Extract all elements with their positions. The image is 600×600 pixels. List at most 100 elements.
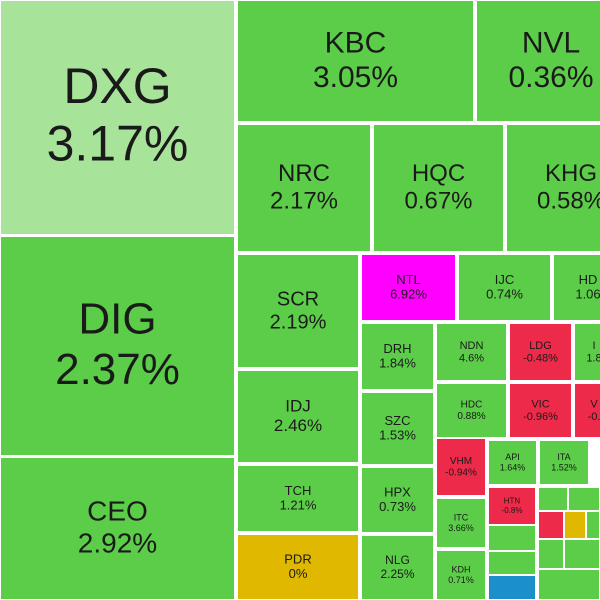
tile-name: SCR <box>277 288 319 310</box>
tile <box>435 322 508 382</box>
tile-name: V <box>590 398 598 410</box>
tile-name: HTN <box>504 497 521 506</box>
tile-change: 2.17% <box>270 188 338 215</box>
tile <box>360 391 435 466</box>
tile <box>0 235 236 457</box>
tile-change: 2.92% <box>78 528 157 559</box>
tile-change: 0.74% <box>486 287 523 302</box>
tile-change: 2.19% <box>270 311 327 333</box>
tile-change: 2.46% <box>274 416 322 435</box>
tile <box>0 0 236 236</box>
tile-change: 0.58% <box>537 188 600 215</box>
tile-name: SZC <box>385 413 411 428</box>
tile-change: 2.37% <box>55 345 180 394</box>
tile <box>508 322 573 382</box>
tile-name: IJC <box>495 272 515 287</box>
tile-name: LDG <box>529 340 552 352</box>
tile-name: NTL <box>396 272 421 287</box>
tile-change: 1.53% <box>379 428 416 443</box>
tile <box>573 382 600 439</box>
tile-change: 3.66% <box>448 523 474 533</box>
tile-name: NRC <box>278 160 330 187</box>
tile <box>372 123 505 253</box>
tile <box>505 123 600 253</box>
tile-change: 4.6% <box>459 353 484 365</box>
tile-change: -0.8% <box>502 506 523 515</box>
tile <box>360 253 457 322</box>
tile-name: KHG <box>545 160 597 187</box>
tile-change: -0. <box>588 411 600 423</box>
tile-name: DIG <box>78 294 156 343</box>
small-tile <box>567 486 600 512</box>
small-tile <box>537 538 565 570</box>
tile-name: API <box>505 452 520 462</box>
tile-name: NVL <box>522 26 580 59</box>
tile-change: 3.17% <box>47 116 189 172</box>
tile-name: NLG <box>385 553 410 567</box>
tile <box>435 437 487 497</box>
tile <box>487 486 537 526</box>
tile <box>360 322 435 391</box>
tile-change: 0.88% <box>457 411 485 422</box>
tile <box>508 382 573 439</box>
tile <box>573 322 600 382</box>
tile-name: ITA <box>557 452 570 462</box>
small-tile <box>487 574 537 600</box>
tile-name: PDR <box>284 551 311 566</box>
tile <box>360 534 435 600</box>
tile-change: -0.94% <box>445 468 477 479</box>
tile-name: KDH <box>451 564 470 574</box>
tile <box>236 369 360 464</box>
tile <box>360 466 435 534</box>
tile <box>475 0 600 123</box>
tile-name: DXG <box>63 58 171 114</box>
tile <box>236 464 360 533</box>
tile <box>236 533 360 600</box>
small-tile <box>537 510 565 540</box>
tile-change: 6.92% <box>390 287 427 302</box>
tile-name: IDJ <box>285 397 311 416</box>
tile-change: 3.05% <box>313 61 398 94</box>
tile <box>457 253 552 322</box>
tile-change: 0.67% <box>404 188 472 215</box>
small-tile <box>563 510 587 540</box>
tile-name: HPX <box>384 484 411 499</box>
tile-name: VIC <box>531 398 549 410</box>
tile-name: I <box>592 340 595 352</box>
tile-change: 1.52% <box>551 462 577 472</box>
tile-change: 1.64% <box>500 462 526 472</box>
tile-name: HQC <box>412 160 465 187</box>
small-tile <box>487 550 537 576</box>
tile-name: DRH <box>383 341 411 356</box>
tile <box>538 439 590 486</box>
tile-change: -0.48% <box>523 353 558 365</box>
tile <box>552 253 600 322</box>
tile-change: 1.84% <box>379 356 416 371</box>
tile-name: HD <box>579 272 598 287</box>
tile <box>236 253 360 369</box>
tile-change: 0.73% <box>379 499 416 514</box>
tile <box>236 123 372 253</box>
tile <box>0 456 236 600</box>
tile-change: 1.06 <box>575 287 600 302</box>
tile-name: CEO <box>87 495 148 526</box>
tile-change: 0.71% <box>448 575 474 585</box>
tile-name: ITC <box>454 512 469 522</box>
tile <box>435 382 508 439</box>
tile-name: VHM <box>450 456 472 467</box>
tile-change: 0.36% <box>508 61 593 94</box>
tile-name: NDN <box>460 340 484 352</box>
tile-change: 2.25% <box>380 567 414 581</box>
small-tile <box>585 510 600 540</box>
tile <box>435 549 487 600</box>
tile-name: TCH <box>285 483 312 498</box>
small-tile <box>537 486 569 512</box>
tile-name: KBC <box>325 26 387 59</box>
tile <box>487 439 538 486</box>
small-tile <box>487 524 537 552</box>
small-tiles <box>487 486 600 600</box>
tile <box>435 497 487 549</box>
small-tile <box>563 538 600 570</box>
tile-change: 1.21% <box>280 498 317 513</box>
